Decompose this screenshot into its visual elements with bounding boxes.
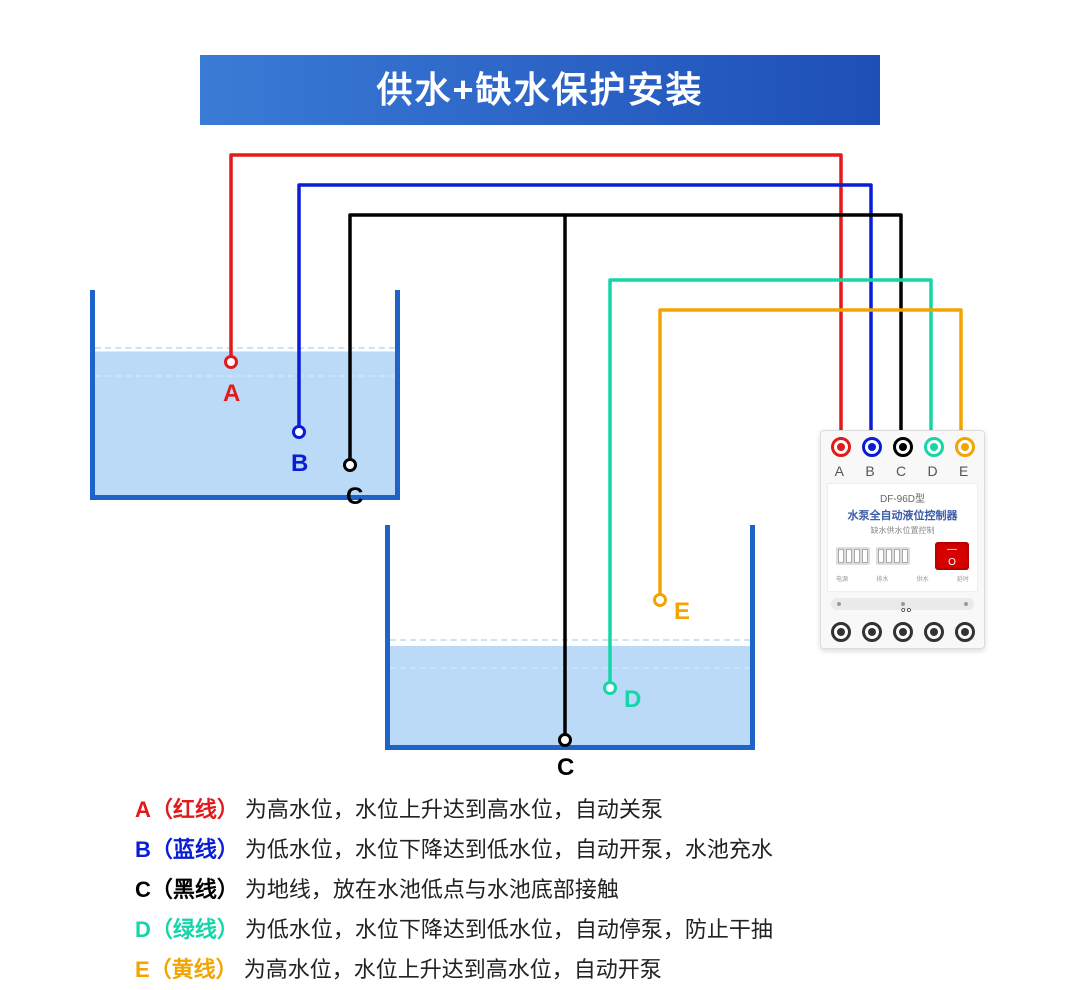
probe-a [224, 355, 238, 369]
probe-a-label: A [223, 380, 240, 408]
legend-key: B（蓝线） [135, 830, 239, 870]
legend-row: B（蓝线）为低水位，水位下降达到低水位，自动开泵，水池充水 [135, 830, 773, 870]
device-title: 水泵全自动液位控制器 [834, 505, 971, 525]
probe-d [603, 681, 617, 695]
device-model: DF-96D型 [834, 490, 971, 505]
probe-b-label: B [291, 450, 308, 478]
lower-tank [385, 525, 755, 750]
terminal-d [924, 437, 944, 457]
probe-c-lower [558, 733, 572, 747]
bottom-terminal [955, 622, 975, 642]
legend-text: 为地线，放在水池低点与水池底部接触 [245, 870, 619, 910]
power-switch[interactable] [935, 542, 969, 570]
bottom-terminal [893, 622, 913, 642]
probe-c-upper [343, 458, 357, 472]
dip-switch[interactable] [876, 547, 910, 565]
legend-row: A（红线）为高水位，水位上升达到高水位，自动关泵 [135, 790, 773, 830]
legend-text: 为低水位，水位下降达到低水位，自动开泵，水池充水 [245, 830, 773, 870]
dip-switch[interactable] [836, 547, 870, 565]
water-level-line [390, 639, 750, 669]
bottom-terminal [862, 622, 882, 642]
legend-text: 为低水位，水位下降达到低水位，自动停泵，防止干抽 [245, 910, 773, 950]
controller-device: ABCDE DF-96D型 水泵全自动液位控制器 缺水供水位置控制 电源排水供水… [820, 430, 985, 649]
legend: A（红线）为高水位，水位上升达到高水位，自动关泵B（蓝线）为低水位，水位下降达到… [135, 790, 773, 990]
bottom-terminal [924, 622, 944, 642]
legend-key: D（绿线） [135, 910, 239, 950]
terminal-c [893, 437, 913, 457]
legend-key: E（黄线） [135, 950, 238, 990]
terminal-b [862, 437, 882, 457]
legend-key: A（红线） [135, 790, 239, 830]
terminal-e [955, 437, 975, 457]
probe-c-upper-label: C [346, 483, 363, 511]
legend-row: E（黄线）为高水位，水位上升达到高水位，自动开泵 [135, 950, 773, 990]
top-terminal-row [821, 431, 984, 463]
water-level-line [95, 347, 395, 377]
device-body: DF-96D型 水泵全自动液位控制器 缺水供水位置控制 电源排水供水延时 [827, 483, 978, 592]
tiny-labels: 电源排水供水延时 [834, 574, 971, 583]
device-subtitle: 缺水供水位置控制 [834, 525, 971, 536]
bottom-terminal [831, 622, 851, 642]
legend-text: 为高水位，水位上升达到高水位，自动开泵 [244, 950, 662, 990]
probe-b [292, 425, 306, 439]
legend-text: 为高水位，水位上升达到高水位，自动关泵 [245, 790, 663, 830]
legend-row: C（黑线）为地线，放在水池低点与水池底部接触 [135, 870, 773, 910]
probe-c-lower-label: C [557, 754, 574, 782]
legend-row: D（绿线）为低水位，水位下降达到低水位，自动停泵，防止干抽 [135, 910, 773, 950]
bottom-terminal-row [821, 616, 984, 648]
legend-key: C（黑线） [135, 870, 239, 910]
mount-groove: ◦◦ [831, 598, 974, 610]
probe-d-label: D [624, 686, 641, 714]
probe-e-label: E [674, 598, 690, 626]
terminal-a [831, 437, 851, 457]
wiring-diagram: A B C D E C ABCDE DF-96D型 水泵全自动液位控制器 缺水供… [0, 0, 1080, 780]
probe-e [653, 593, 667, 607]
terminal-labels: ABCDE [821, 463, 984, 483]
